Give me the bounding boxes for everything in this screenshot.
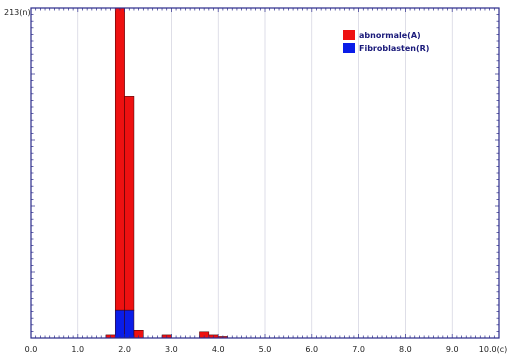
x-tick-label: 10.0(c) bbox=[479, 345, 507, 354]
x-tick-label: 6.0 bbox=[305, 345, 318, 354]
x-tick-label: 7.0 bbox=[352, 345, 365, 354]
x-tick-label: 5.0 bbox=[259, 345, 272, 354]
legend-label: Fibroblasten(R) bbox=[359, 44, 429, 53]
x-tick-label: 0.0 bbox=[25, 345, 38, 354]
x-tick-label: 3.0 bbox=[165, 345, 178, 354]
axis-ticks bbox=[30, 7, 500, 339]
legend-swatch bbox=[343, 30, 355, 40]
bar bbox=[114, 309, 125, 339]
x-tick-label: 2.0 bbox=[118, 345, 131, 354]
x-tick-label: 1.0 bbox=[71, 345, 84, 354]
legend: abnormale(A) Fibroblasten(R) bbox=[343, 30, 429, 53]
x-tick-label: 4.0 bbox=[212, 345, 225, 354]
legend-label: abnormale(A) bbox=[359, 31, 421, 40]
bar bbox=[124, 309, 135, 339]
bar bbox=[114, 7, 125, 311]
tick-labels: 0.0 1.0 2.0 3.0 4.0 5.0 6.0 7.0 8.0 9.0 10.0(c) 213… bbox=[4, 8, 507, 354]
bar bbox=[124, 96, 135, 311]
x-tick-label: 8.0 bbox=[399, 345, 412, 354]
x-tick-label: 9.0 bbox=[446, 345, 459, 354]
y-max-label: 213(n) bbox=[4, 8, 31, 17]
legend-swatch bbox=[343, 43, 355, 53]
bars bbox=[105, 7, 228, 339]
